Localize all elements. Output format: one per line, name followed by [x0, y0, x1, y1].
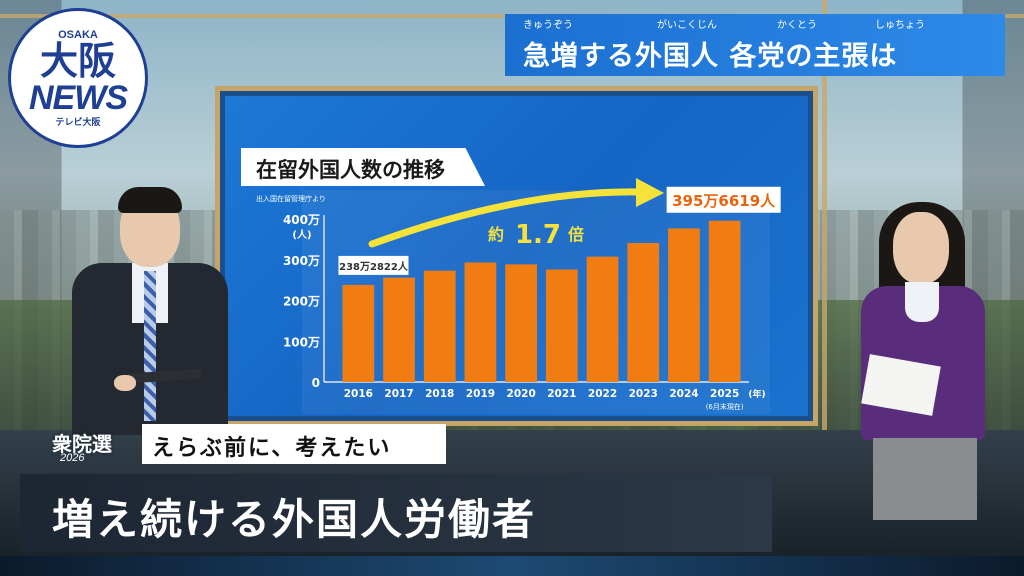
election-name: 衆院選 — [52, 432, 112, 456]
x-tick-label: 2022 — [588, 388, 617, 400]
growth-suffix: 倍 — [568, 225, 584, 244]
banner-ruby: きゅうぞう がいこくじん かくとう しゅちょう — [505, 16, 1005, 31]
growth-arrow — [368, 188, 644, 248]
chart-title: 在留外国人数の推移 — [256, 158, 445, 182]
female-anchor — [855, 200, 995, 520]
x-axis-note: (6月末現在) — [706, 402, 744, 411]
topic-banner: きゅうぞう がいこくじん かくとう しゅちょう 急増する外国人 各党の主張は — [505, 14, 1005, 76]
ruby-1: きゅうぞう — [523, 20, 573, 31]
last-value-label: 395万6619人 — [672, 192, 776, 210]
first-value-box — [338, 255, 409, 275]
bar — [505, 264, 538, 382]
x-axis-unit: (年) — [748, 388, 765, 400]
x-tick-label: 2016 — [344, 388, 373, 400]
last-value-box — [666, 186, 781, 213]
ruby-2: がいこくじん — [657, 20, 717, 31]
bar — [627, 243, 660, 382]
x-tick-label: 2025 — [710, 388, 739, 400]
x-tick-label: 2024 — [669, 388, 698, 400]
bar — [668, 228, 700, 382]
ruby-3: かくとう — [777, 20, 817, 31]
chart-source: 出入国在留管理庁より — [256, 195, 326, 203]
chart-title-box: 在留外国人数の推移 — [241, 148, 485, 186]
y-tick-label: 100万 — [283, 335, 320, 349]
bottom-rule — [0, 556, 1024, 576]
y-tick-label: 300万 — [283, 254, 320, 268]
y-tick-label: 400万 — [283, 213, 320, 227]
bar — [708, 220, 741, 382]
growth-arrowhead — [636, 178, 664, 207]
bar — [423, 270, 456, 382]
y-tick-label: 200万 — [283, 295, 320, 309]
x-tick-label: 2019 — [466, 388, 495, 400]
x-tick-label: 2023 — [629, 388, 658, 400]
subtitle-text: えらぶ前に、考えたい — [152, 435, 392, 461]
first-value-label: 238万2822人 — [339, 260, 409, 273]
headline-bar: 増え続ける外国人労働者 — [20, 474, 772, 552]
x-tick-label: 2017 — [384, 388, 413, 400]
logo-osaka: OSAKA — [58, 28, 98, 41]
x-tick-label: 2018 — [425, 388, 454, 400]
bar — [383, 277, 415, 382]
x-tick-label: 2021 — [547, 388, 576, 400]
bar — [342, 284, 375, 382]
logo-news: NEWS — [29, 78, 128, 117]
station-logo: OSAKA 大阪 NEWS テレビ大阪 — [8, 8, 148, 148]
y-axis-unit: (人) — [292, 228, 311, 241]
ruby-4: しゅちょう — [875, 20, 925, 31]
headline-text: 増え続ける外国人労働者 — [52, 495, 537, 544]
logo-kanji: 大阪 — [39, 38, 116, 83]
logo-station: テレビ大阪 — [55, 117, 101, 128]
y-tick-label: 0 — [312, 376, 320, 390]
bar — [545, 269, 578, 382]
window-frame-right — [822, 0, 827, 440]
subtitle-box: えらぶ前に、考えたい — [142, 424, 446, 464]
election-year: 2026 — [60, 452, 85, 464]
banner-title: 急増する外国人 各党の主張は — [523, 41, 898, 72]
bar — [464, 262, 497, 382]
growth-value: 1.7 — [515, 220, 561, 250]
bar — [586, 256, 619, 382]
x-tick-label: 2020 — [507, 388, 536, 400]
male-anchor — [60, 185, 240, 435]
growth-prefix: 約 — [488, 225, 504, 244]
